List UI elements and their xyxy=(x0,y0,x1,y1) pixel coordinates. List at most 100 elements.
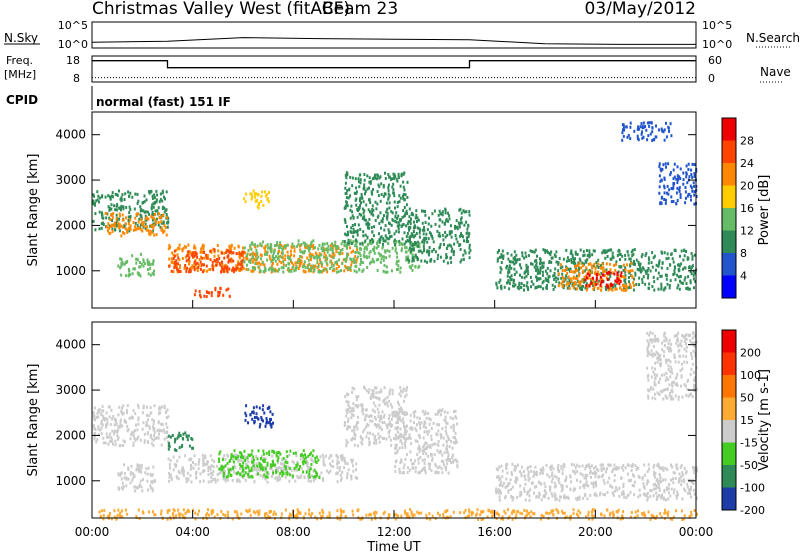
heatmap-cell xyxy=(347,468,350,472)
heatmap-cell xyxy=(107,405,110,409)
heatmap-cell xyxy=(422,238,425,242)
heatmap-cell xyxy=(429,462,432,466)
heatmap-cell xyxy=(188,250,191,254)
heatmap-cell xyxy=(153,193,156,197)
cpid-mode-text: normal (fast) 151 IF xyxy=(96,95,231,109)
heatmap-cell xyxy=(284,246,287,250)
heatmap-cell xyxy=(120,258,123,262)
heatmap-cell xyxy=(565,283,568,287)
heatmap-cell xyxy=(594,465,597,469)
heatmap-cell xyxy=(404,211,407,215)
heatmap-cell xyxy=(377,251,380,255)
heatmap-cell xyxy=(695,496,698,500)
heatmap-cell xyxy=(296,260,299,264)
heatmap-cell xyxy=(152,465,155,469)
heatmap-cell xyxy=(359,227,362,231)
heatmap-cell xyxy=(171,251,174,255)
heatmap-cell xyxy=(438,423,440,427)
heatmap-cell xyxy=(394,414,397,418)
heatmap-cell xyxy=(230,453,233,457)
heatmap-cell xyxy=(424,237,427,241)
heatmap-cell xyxy=(255,468,258,472)
heatmap-cell xyxy=(253,257,256,261)
heatmap-cell xyxy=(406,453,408,457)
heatmap-cell xyxy=(168,445,171,448)
heatmap-cell xyxy=(326,263,329,267)
heatmap-cell xyxy=(620,271,623,275)
heatmap-cell xyxy=(663,184,666,188)
heatmap-cell xyxy=(374,200,377,204)
heatmap-cell xyxy=(363,178,366,182)
heatmap-cell xyxy=(656,277,659,281)
heatmap-cell xyxy=(222,269,225,273)
heatmap-cell xyxy=(318,256,321,259)
heatmap-cell xyxy=(413,226,415,230)
heatmap-cell xyxy=(358,212,361,216)
heatmap-cell xyxy=(675,191,678,195)
heatmap-cell xyxy=(235,472,238,476)
heatmap-cell xyxy=(122,218,125,222)
heatmap-cell xyxy=(441,233,444,237)
heatmap-cell xyxy=(424,410,427,414)
heatmap-cell xyxy=(152,273,155,276)
heatmap-cell xyxy=(218,471,221,475)
heatmap-cell xyxy=(247,453,250,457)
heatmap-cell xyxy=(239,267,242,271)
heatmap-cell xyxy=(403,437,406,441)
heatmap-cell xyxy=(498,491,501,495)
heatmap-cell xyxy=(127,274,130,278)
heatmap-cell xyxy=(628,280,630,284)
heatmap-cell xyxy=(350,230,353,234)
heatmap-cell xyxy=(686,482,689,486)
heatmap-cell xyxy=(649,269,652,273)
heatmap-cell xyxy=(561,485,564,489)
heatmap-cell xyxy=(270,248,273,252)
heatmap-cell xyxy=(398,392,401,396)
heatmap-cell xyxy=(296,462,299,466)
heatmap-cell xyxy=(445,439,448,443)
heatmap-cell xyxy=(442,259,445,263)
heatmap-cell xyxy=(139,479,142,483)
heatmap-cell xyxy=(286,455,289,458)
heatmap-cell xyxy=(167,247,170,251)
heatmap-cell xyxy=(157,206,160,210)
heatmap-cell xyxy=(501,475,504,479)
heatmap-cell xyxy=(131,415,133,419)
heatmap-cell xyxy=(399,184,402,188)
heatmap-cell xyxy=(220,251,223,255)
heatmap-cell xyxy=(624,270,627,274)
heatmap-cell xyxy=(685,250,688,253)
heatmap-cell xyxy=(275,469,278,473)
heatmap-cell xyxy=(652,256,655,260)
heatmap-cell xyxy=(448,217,451,221)
heatmap-cell xyxy=(109,197,112,201)
heatmap-cell xyxy=(631,463,634,467)
heatmap-cell xyxy=(396,449,399,453)
heatmap-cell xyxy=(209,467,212,471)
heatmap-cell xyxy=(436,257,439,261)
heatmap-cell xyxy=(551,256,554,260)
heatmap-cell xyxy=(618,282,621,286)
heatmap-cell xyxy=(683,249,686,253)
heatmap-cell xyxy=(93,432,96,435)
heatmap-cell xyxy=(585,260,588,264)
heatmap-cell xyxy=(653,470,656,474)
heatmap-cell xyxy=(606,284,609,288)
heatmap-cell xyxy=(318,252,321,256)
heatmap-cell xyxy=(672,200,675,203)
heatmap-cell xyxy=(442,238,445,242)
heatmap-cell xyxy=(226,478,229,482)
heatmap-cell xyxy=(196,266,198,270)
heatmap-cell xyxy=(384,234,387,238)
heatmap-cell xyxy=(448,243,451,247)
heatmap-cell xyxy=(104,441,107,445)
heatmap-cell xyxy=(468,251,471,255)
heatmap-cell xyxy=(548,275,551,279)
heatmap-cell xyxy=(286,243,289,247)
heatmap-cell xyxy=(584,278,587,282)
heatmap-cell xyxy=(161,207,164,210)
heatmap-cell xyxy=(343,258,346,261)
heatmap-cell xyxy=(418,423,421,427)
heatmap-cell xyxy=(127,466,130,470)
heatmap-cell xyxy=(387,417,390,421)
